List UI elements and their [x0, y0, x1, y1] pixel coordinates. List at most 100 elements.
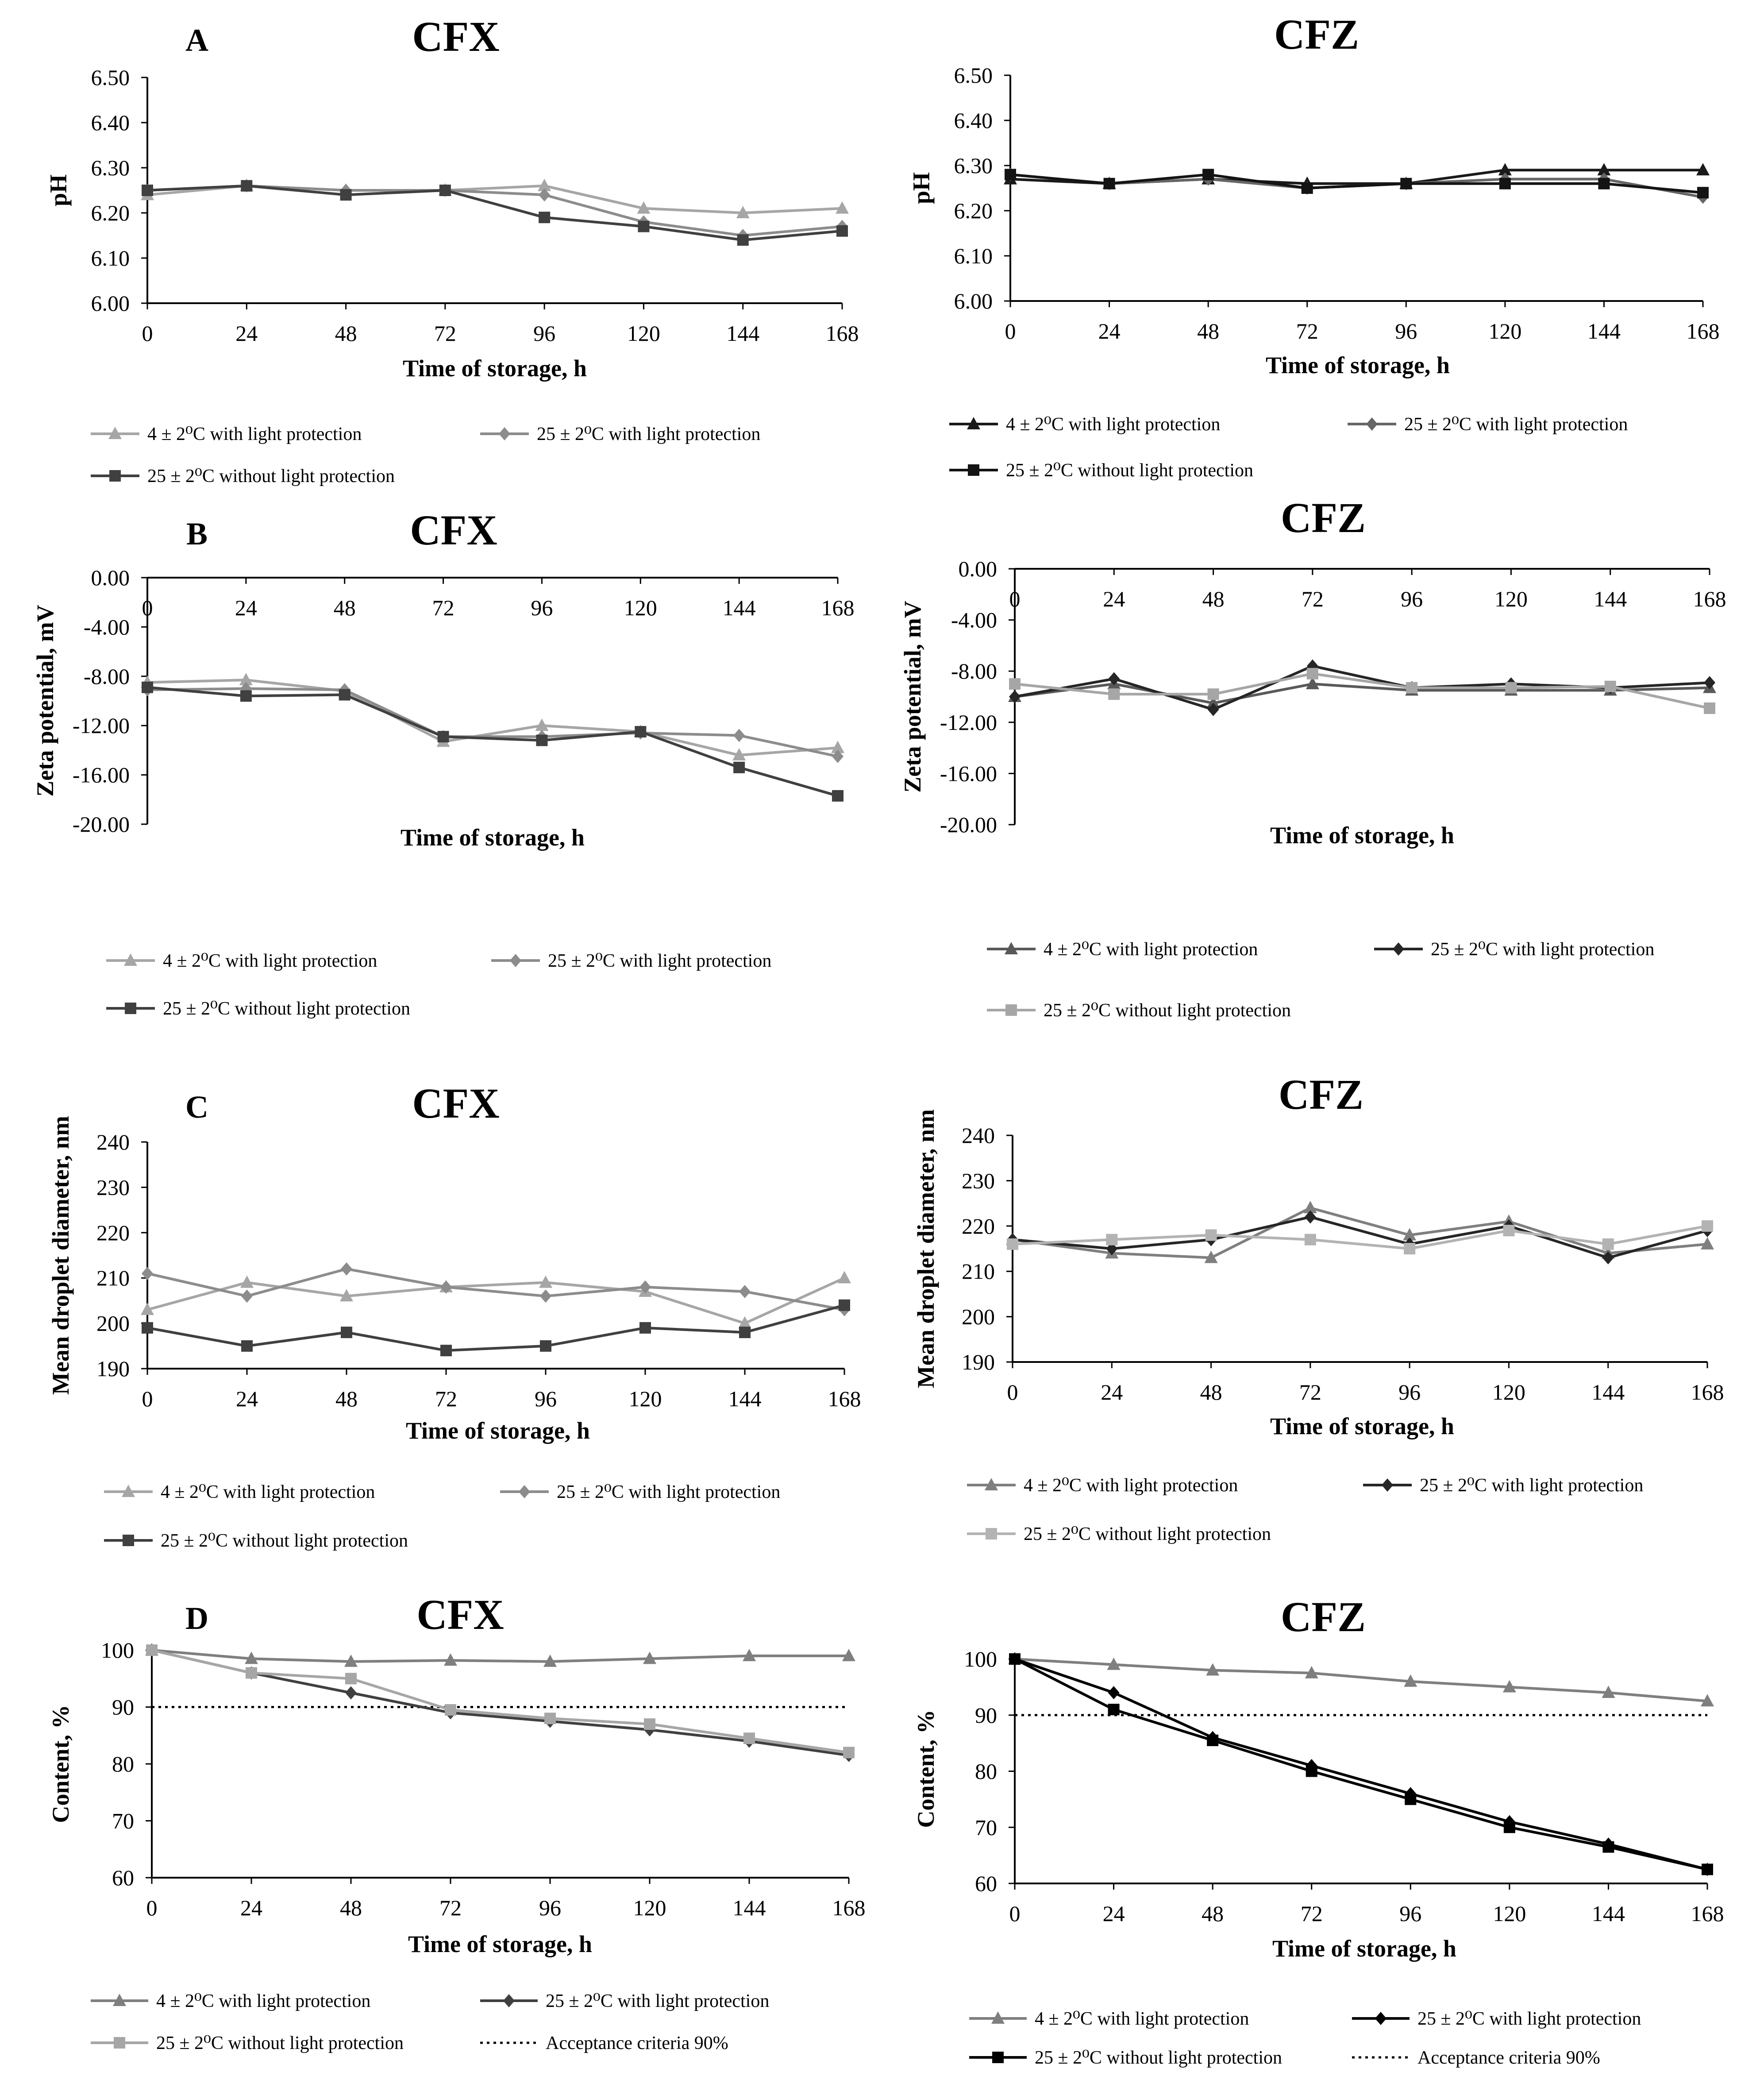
chart-title: CFX — [410, 506, 497, 554]
chart-title: CFX — [412, 13, 499, 60]
y-tick-label: 220 — [96, 1220, 130, 1245]
series-square — [1007, 1220, 1713, 1254]
y-tick-label: -8.00 — [84, 664, 130, 689]
legend-label: 4 ± 2⁰C with light protection — [163, 951, 377, 971]
y-tick-label: -20.00 — [940, 812, 997, 837]
legend-item: Acceptance criteria 90% — [480, 2033, 728, 2053]
x-tick-label: 0 — [146, 1895, 158, 1920]
x-tick-label: 48 — [1200, 1380, 1222, 1404]
data-point-square — [539, 212, 551, 224]
series-line — [147, 679, 838, 757]
legend-item: 4 ± 2⁰C with light protection — [969, 2009, 1249, 2029]
x-tick-label: 0 — [142, 1386, 153, 1411]
legend-marker-triangle — [991, 2011, 1005, 2024]
x-tick-label: 144 — [726, 321, 759, 346]
series-line — [147, 184, 843, 237]
data-point-square — [1306, 668, 1318, 679]
legend-label: 25 ± 2⁰C with light protection — [546, 1991, 769, 2011]
y-tick-label: -16.00 — [73, 763, 130, 787]
legend-marker-square — [992, 2052, 1004, 2063]
x-axis-label: Time of storage, h — [408, 1931, 592, 1957]
x-tick-label: 168 — [1691, 1380, 1724, 1404]
data-point-diamond — [539, 188, 551, 202]
legend-item: 25 ± 2⁰C with light protection — [491, 951, 771, 971]
legend-item: 25 ± 2⁰C without light protection — [91, 466, 395, 486]
legend-marker-diamond — [1382, 1478, 1393, 1492]
series-triangle — [145, 1643, 855, 1667]
x-tick-label: 144 — [728, 1386, 762, 1411]
legend-marker-diamond — [510, 954, 521, 967]
x-tick-label: 96 — [535, 1386, 557, 1411]
x-tick-label: 48 — [1202, 586, 1225, 611]
y-tick-label: 60 — [975, 1871, 997, 1896]
data-point-square — [540, 1340, 551, 1352]
data-point-diamond — [1009, 690, 1021, 703]
x-tick-label: 24 — [1103, 586, 1125, 611]
y-tick-label: 80 — [112, 1752, 134, 1776]
data-point-square — [241, 1340, 253, 1352]
legend-item: 25 ± 2⁰C with light protection — [1363, 1475, 1643, 1496]
y-tick-label: 6.00 — [954, 289, 993, 313]
legend-label: 25 ± 2⁰C with light protection — [1404, 414, 1628, 435]
data-point-diamond — [142, 1266, 153, 1280]
series-triangle — [1008, 1652, 1714, 1707]
legend-item: 4 ± 2⁰C with light protection — [987, 939, 1258, 960]
data-point-square — [1602, 1841, 1614, 1853]
x-tick-label: 48 — [335, 321, 357, 346]
data-point-square — [1697, 187, 1709, 199]
legend-label: 25 ± 2⁰C without light protection — [1006, 460, 1253, 481]
data-point-triangle — [1204, 1250, 1218, 1263]
panel-letter: A — [185, 23, 208, 58]
chart-title: CFZ — [1274, 11, 1359, 58]
y-tick-label: 100 — [964, 1647, 997, 1671]
data-point-triangle — [736, 206, 750, 218]
data-point-square — [1503, 1225, 1515, 1237]
y-tick-label: 210 — [96, 1266, 130, 1290]
data-point-square — [1301, 182, 1313, 194]
data-point-triangle — [543, 1654, 557, 1667]
y-tick-label: 6.40 — [91, 110, 130, 135]
data-point-square — [1103, 177, 1115, 189]
series-line — [1014, 1658, 1708, 1871]
panel-letter: B — [186, 516, 208, 552]
x-tick-label: 120 — [627, 321, 660, 346]
series-line — [147, 184, 843, 242]
x-axis-label: Time of storage, h — [1266, 352, 1450, 378]
y-tick-label: 90 — [975, 1703, 997, 1728]
x-tick-label: 0 — [142, 321, 153, 346]
data-point-square — [1404, 1243, 1416, 1254]
y-tick-label: -20.00 — [73, 812, 130, 837]
legend-marker-triangle — [1005, 942, 1018, 954]
data-point-triangle — [1701, 1237, 1714, 1250]
chart-title: CFZ — [1281, 494, 1366, 541]
data-point-triangle — [344, 1654, 358, 1667]
x-tick-label: 120 — [1488, 319, 1521, 343]
data-point-diamond — [832, 749, 843, 763]
data-point-square — [1704, 702, 1715, 714]
data-point-square — [439, 185, 451, 196]
data-point-square — [1108, 688, 1120, 700]
legend-marker-square — [1005, 1004, 1017, 1016]
series-square — [1009, 1653, 1713, 1875]
legend-label: 25 ± 2⁰C with light protection — [557, 1482, 780, 1502]
x-tick-label: 144 — [723, 595, 756, 620]
x-tick-label: 72 — [435, 1386, 457, 1411]
y-tick-label: 80 — [975, 1759, 997, 1784]
x-tick-label: 96 — [1398, 1380, 1421, 1404]
legend-label: 25 ± 2⁰C without light protection — [161, 1531, 408, 1551]
data-point-triangle — [643, 1651, 656, 1664]
data-point-triangle — [245, 1651, 258, 1664]
series-line — [1014, 1658, 1708, 1703]
legend-marker-diamond — [519, 1485, 530, 1498]
data-point-square — [142, 1322, 153, 1334]
data-point-triangle — [1306, 677, 1319, 690]
series-line — [147, 1304, 845, 1352]
legend-label: 4 ± 2⁰C with light protection — [161, 1482, 375, 1502]
panel-d-cfz: 0 24 48 72 96 120 144 168 60 70 80 90 100 CFZ Time of … — [913, 1593, 1724, 2068]
legend-marker-triangle — [108, 427, 122, 439]
legend-label: 4 ± 2⁰C with light protection — [147, 424, 362, 444]
x-tick-label: 96 — [539, 1895, 561, 1920]
y-axis-label: Mean droplet diameter, nm — [47, 1116, 74, 1395]
data-point-diamond — [739, 1285, 751, 1298]
x-tick-label: 24 — [236, 1386, 258, 1411]
